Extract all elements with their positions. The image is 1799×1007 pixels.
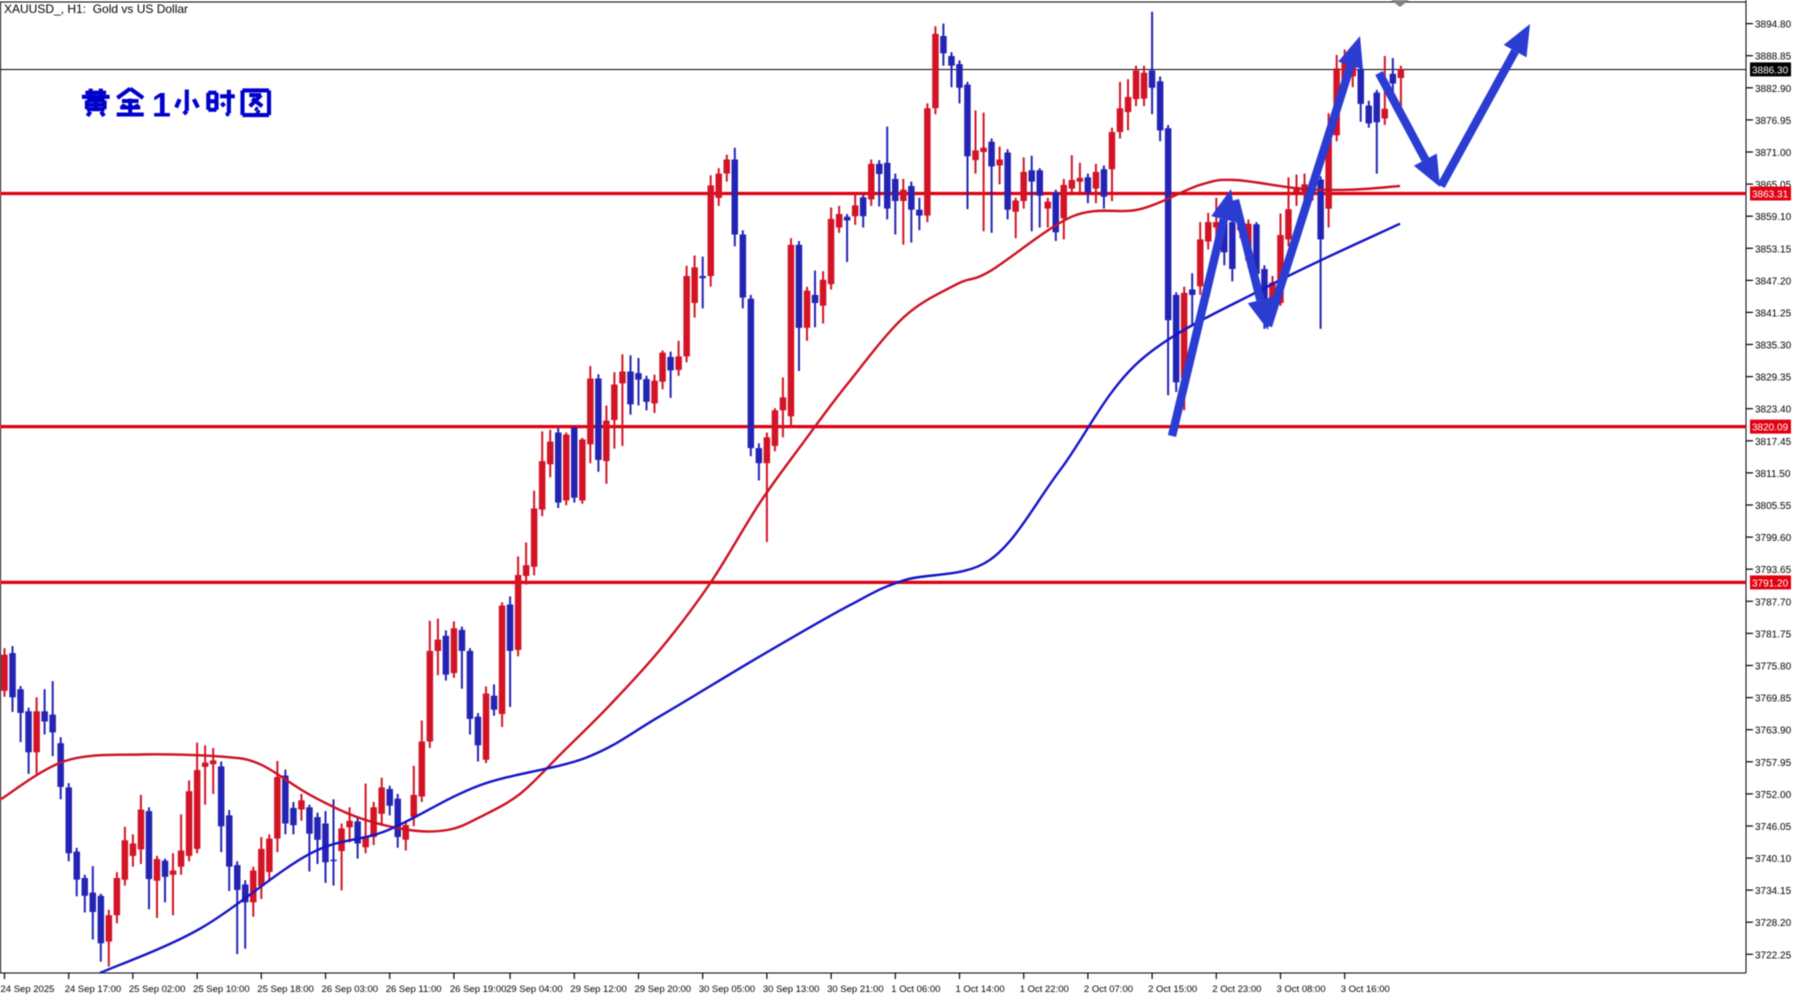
svg-text:3 Oct 16:00: 3 Oct 16:00 (1341, 984, 1390, 995)
svg-text:3859.10: 3859.10 (1755, 212, 1792, 223)
svg-text:3752.00: 3752.00 (1755, 790, 1792, 801)
svg-text:25 Sep 18:00: 25 Sep 18:00 (257, 984, 314, 995)
svg-text:26 Sep 11:00: 26 Sep 11:00 (386, 984, 442, 995)
svg-text:1 Oct 14:00: 1 Oct 14:00 (956, 984, 1005, 995)
svg-text:26 Sep 19:00: 26 Sep 19:00 (450, 984, 507, 995)
svg-text:3769.85: 3769.85 (1755, 694, 1792, 705)
svg-text:25 Sep 02:00: 25 Sep 02:00 (129, 984, 186, 995)
svg-text:3734.15: 3734.15 (1755, 886, 1792, 897)
svg-text:3882.90: 3882.90 (1755, 84, 1792, 95)
svg-text:3781.75: 3781.75 (1755, 629, 1792, 640)
svg-text:3793.65: 3793.65 (1755, 565, 1792, 576)
svg-text:3775.80: 3775.80 (1755, 662, 1792, 673)
svg-text:3835.30: 3835.30 (1755, 341, 1792, 352)
svg-text:30 Sep 13:00: 30 Sep 13:00 (763, 984, 820, 995)
svg-text:26 Sep 03:00: 26 Sep 03:00 (322, 984, 379, 995)
svg-text:3841.25: 3841.25 (1755, 308, 1792, 319)
svg-text:24 Sep 2025: 24 Sep 2025 (1, 984, 55, 995)
svg-text:3740.10: 3740.10 (1755, 854, 1792, 865)
svg-text:3728.20: 3728.20 (1755, 918, 1792, 929)
svg-text:2 Oct 23:00: 2 Oct 23:00 (1212, 984, 1261, 995)
svg-text:3820.09: 3820.09 (1752, 423, 1789, 434)
svg-text:3757.95: 3757.95 (1755, 758, 1792, 769)
svg-text:3865.05: 3865.05 (1755, 180, 1792, 191)
svg-text:3853.15: 3853.15 (1755, 244, 1792, 255)
svg-text:2 Oct 07:00: 2 Oct 07:00 (1084, 984, 1133, 995)
svg-text:3863.31: 3863.31 (1752, 190, 1789, 201)
svg-text:1 Oct 22:00: 1 Oct 22:00 (1020, 984, 1069, 995)
svg-text:3829.35: 3829.35 (1755, 373, 1792, 384)
svg-text:3811.50: 3811.50 (1755, 469, 1791, 480)
svg-text:3876.95: 3876.95 (1755, 116, 1792, 127)
svg-text:1: 1 (152, 87, 171, 125)
svg-text:1 Oct 06:00: 1 Oct 06:00 (891, 984, 940, 995)
svg-text:3 Oct 08:00: 3 Oct 08:00 (1277, 984, 1326, 995)
svg-text:3847.20: 3847.20 (1755, 276, 1792, 287)
svg-text:3871.00: 3871.00 (1755, 148, 1792, 159)
svg-text:25 Sep 10:00: 25 Sep 10:00 (193, 984, 250, 995)
svg-text:30 Sep 21:00: 30 Sep 21:00 (827, 984, 884, 995)
svg-text:3746.05: 3746.05 (1755, 822, 1792, 833)
svg-text:29 Sep 04:00: 29 Sep 04:00 (506, 984, 563, 995)
svg-text:3763.90: 3763.90 (1755, 726, 1792, 737)
svg-text:3817.45: 3817.45 (1755, 437, 1792, 448)
svg-text:3823.40: 3823.40 (1755, 405, 1792, 416)
svg-text:29 Sep 12:00: 29 Sep 12:00 (570, 984, 627, 995)
svg-text:XAUUSD_, H1: Gold vs US Dolla: XAUUSD_, H1: Gold vs US Dollar (4, 2, 188, 16)
svg-text:3722.25: 3722.25 (1755, 950, 1792, 961)
svg-text:3787.70: 3787.70 (1755, 597, 1792, 608)
svg-text:30 Sep 05:00: 30 Sep 05:00 (699, 984, 756, 995)
svg-text:24 Sep 17:00: 24 Sep 17:00 (65, 984, 122, 995)
svg-text:3799.60: 3799.60 (1755, 533, 1792, 544)
svg-text:3805.55: 3805.55 (1755, 501, 1792, 512)
svg-text:2 Oct 15:00: 2 Oct 15:00 (1148, 984, 1197, 995)
svg-text:3888.85: 3888.85 (1755, 52, 1792, 63)
svg-text:3886.30: 3886.30 (1752, 65, 1789, 76)
svg-text:29 Sep 20:00: 29 Sep 20:00 (635, 984, 692, 995)
svg-text:3791.20: 3791.20 (1752, 578, 1789, 589)
svg-text:3894.80: 3894.80 (1755, 20, 1792, 31)
